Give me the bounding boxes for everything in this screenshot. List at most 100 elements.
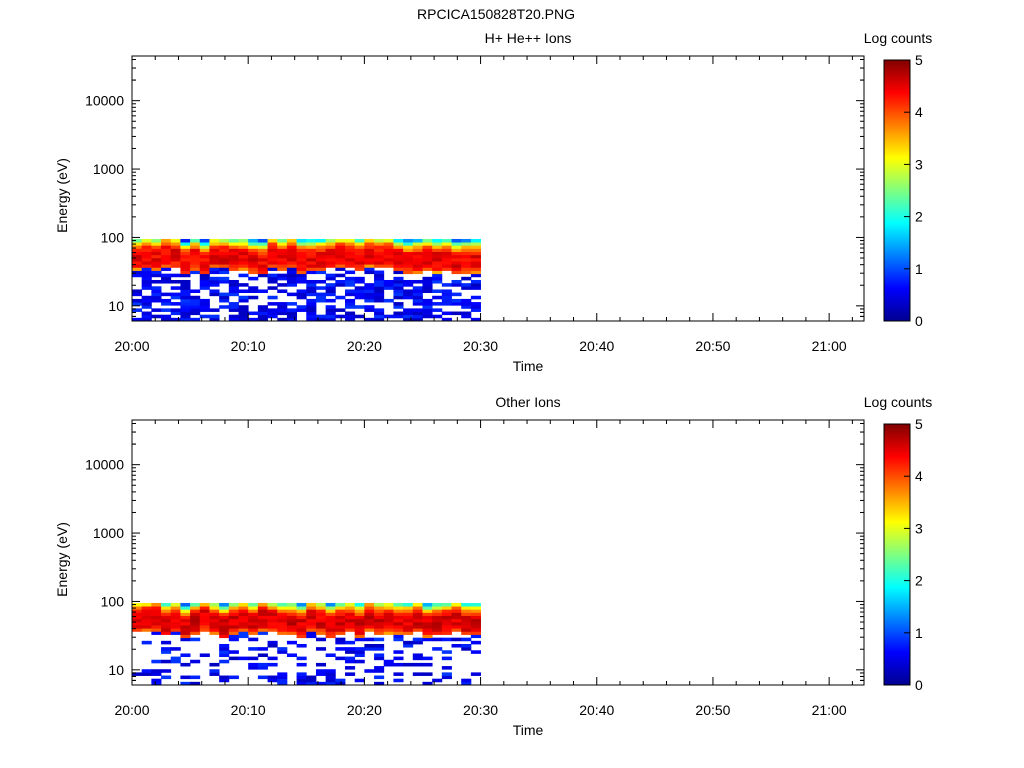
spectrogram-cell [199,615,210,620]
spectrogram-cell [151,602,162,607]
spectrogram-cell [199,279,210,284]
spectrogram-cell [393,292,404,297]
spectrogram-cell [219,305,230,309]
spectrogram-cell [451,238,462,243]
spectrogram-cell [432,678,443,683]
spectrogram-cell [393,242,404,246]
spectrogram-cell [306,251,317,256]
spectrogram-cell [296,248,307,252]
spectrogram-cell [325,631,336,635]
spectrogram-cell [412,248,423,252]
spectrogram-cell [325,254,336,259]
spectrogram-cell [170,609,181,613]
spectrogram-cell [296,261,307,265]
spectrogram-cell [267,238,278,243]
spectrogram-cell [267,625,278,629]
spectrogram-cell [199,625,210,629]
spectrogram-cell [422,631,433,635]
spectrogram-cell [306,625,317,629]
x-tick-label: 20:30 [463,338,498,354]
spectrogram-cell [354,248,365,252]
spectrogram-cell [267,257,278,262]
spectrogram-cell [422,276,433,281]
spectrogram-cell [403,643,414,648]
spectrogram-cell [470,628,481,632]
spectrogram-cell [335,295,346,300]
spectrogram-cell [422,302,433,306]
spectrogram-cell [345,672,356,676]
spectrogram-cell [374,609,385,613]
spectrogram-cell [277,647,288,651]
spectrogram-cell [374,273,385,278]
spectrogram-cell [451,264,462,268]
spectrogram-cell [228,656,239,661]
spectrogram-cell [190,245,201,249]
spectrogram-cell [141,295,152,300]
spectrogram-cell [364,317,375,322]
spectrogram-cell [248,286,259,290]
spectrogram-cell [151,270,162,275]
spectrogram-cell [374,675,385,680]
spectrogram-cell [151,314,162,319]
spectrogram-cell [432,261,443,265]
spectrogram-cell [151,628,162,632]
spectrogram-cell [306,248,317,252]
spectrogram-cell [267,279,278,284]
spectrogram-cell [190,298,201,303]
spectrogram-cell [432,248,443,252]
spectrogram-cell [286,264,297,268]
spectrogram-cell [257,615,268,620]
spectrogram-cell [170,602,181,607]
spectrogram-cell [199,276,210,281]
spectrogram-cell [190,295,201,300]
spectrogram-cell [132,270,143,275]
spectrogram-cell [432,257,443,262]
spectrogram-cell [315,314,327,319]
spectrogram-cell [315,267,327,271]
spectrogram-cell [248,238,259,243]
spectrogram-cell [374,606,385,610]
spectrogram-cell [374,248,385,252]
spectrogram-cell [335,609,346,613]
spectrogram-cell [354,295,365,300]
spectrogram-cell [345,625,356,629]
spectrogram-cell [422,264,433,268]
spectrogram-cell [238,248,249,252]
spectrogram-cell [286,631,297,635]
spectrogram-cell [393,267,404,271]
spectrogram-cell [374,242,385,246]
spectrogram-cell [345,298,356,303]
spectrogram-cell [315,621,327,626]
colorbar-tick-label: 3 [915,520,923,536]
spectrogram-cell [412,612,423,616]
spectrogram-cell [364,257,375,262]
spectrogram-cell [403,606,414,610]
spectrogram-cell [412,637,423,642]
spectrogram-cell [451,298,462,303]
spectrogram-cell [383,245,394,249]
spectrogram-cell [170,621,181,626]
x-tick-label: 20:20 [347,338,382,354]
spectrogram-cell [219,650,230,654]
spectrogram-cell [267,662,278,667]
spectrogram-cell [315,647,327,651]
spectrogram-cell [228,245,239,249]
spectrogram-cell [335,615,346,620]
spectrogram-cell [209,292,220,297]
spectrogram-cell [461,251,472,256]
spectrogram-cell [238,615,249,620]
spectrogram-cell [296,273,307,278]
spectrogram-cell [219,245,230,249]
spectrogram-cell [383,618,394,623]
spectrogram-cell [132,298,143,303]
spectrogram-cell [422,279,433,284]
spectrogram-cell [470,305,481,309]
spectrogram-cell [374,311,385,316]
spectrogram-cell [354,286,365,290]
spectrogram-cell [441,317,452,322]
spectrogram-cell [286,308,297,312]
spectrogram-cell [180,279,191,284]
spectrogram-cell [441,672,452,676]
spectrogram-cell [374,261,385,265]
spectrogram-cell [470,317,481,322]
